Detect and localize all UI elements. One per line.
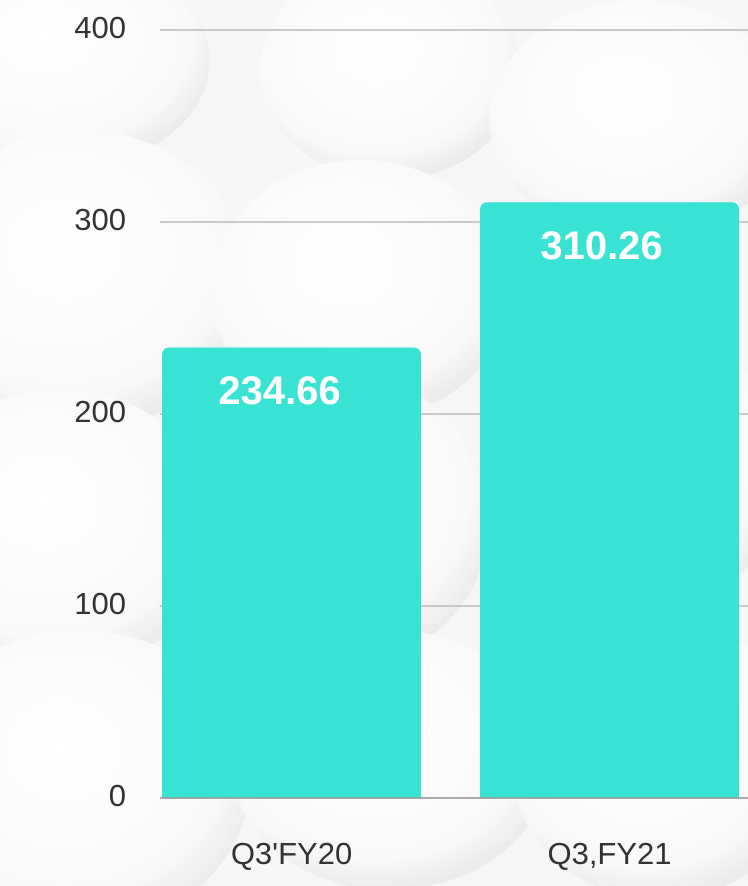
y-tick-label: 400 (74, 10, 126, 45)
y-tick-label: 300 (74, 202, 126, 237)
bar (480, 202, 739, 799)
y-tick-label: 100 (74, 586, 126, 621)
value-label: 234.66 (218, 369, 340, 413)
x-tick-label: Q3,FY21 (547, 836, 671, 871)
value-label: 310.26 (540, 224, 662, 268)
y-tick-label: 0 (109, 778, 126, 813)
x-tick-label: Q3'FY20 (231, 836, 352, 871)
bar (162, 347, 421, 798)
y-tick-label: 200 (74, 394, 126, 429)
